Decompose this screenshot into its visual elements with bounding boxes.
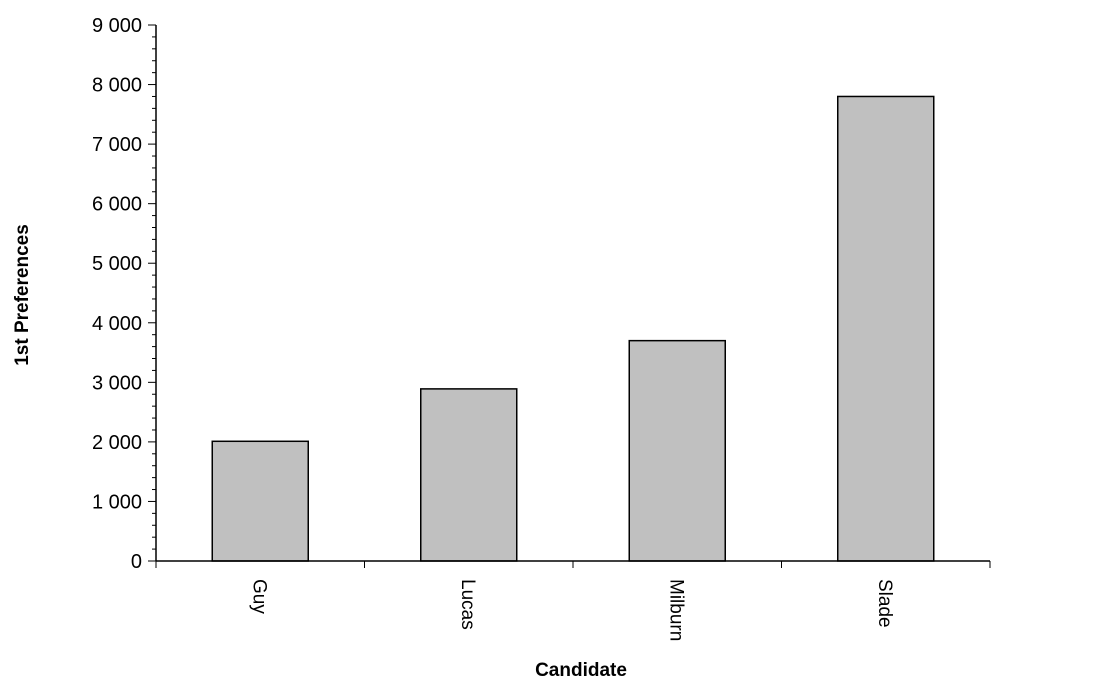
- bar-milburn: [629, 341, 725, 561]
- y-tick-label: 8 000: [92, 75, 142, 97]
- y-tick-label: 1 000: [92, 491, 142, 513]
- y-axis-tick-labels: 0 1 000 2 000 3 000 4 000 5 000 6 000 7 000 8 00…: [92, 15, 142, 573]
- bar-slade: [838, 96, 934, 561]
- x-tick-label: Milburn: [665, 579, 686, 641]
- y-tick-label: 9 000: [92, 15, 142, 37]
- y-axis-title: 1st Preferences: [12, 224, 33, 366]
- bars: [212, 96, 934, 561]
- x-tick-label: Slade: [874, 579, 895, 628]
- x-axis-tick-labels: Guy Lucas Milburn Slade: [248, 579, 895, 641]
- y-tick-label: 0: [131, 551, 142, 573]
- x-tick-label: Guy: [248, 579, 269, 614]
- x-tick-label: Lucas: [457, 579, 478, 630]
- y-axis-ticks: [148, 25, 156, 561]
- y-tick-label: 2 000: [92, 432, 142, 454]
- x-axis-ticks: [156, 561, 990, 568]
- bar-lucas: [421, 389, 517, 561]
- bar-guy: [212, 441, 308, 561]
- y-tick-label: 6 000: [92, 194, 142, 216]
- y-tick-label: 7 000: [92, 134, 142, 156]
- x-axis-title: Candidate: [535, 660, 627, 681]
- y-tick-label: 3 000: [92, 372, 142, 394]
- y-tick-label: 5 000: [92, 253, 142, 275]
- y-tick-label: 4 000: [92, 313, 142, 335]
